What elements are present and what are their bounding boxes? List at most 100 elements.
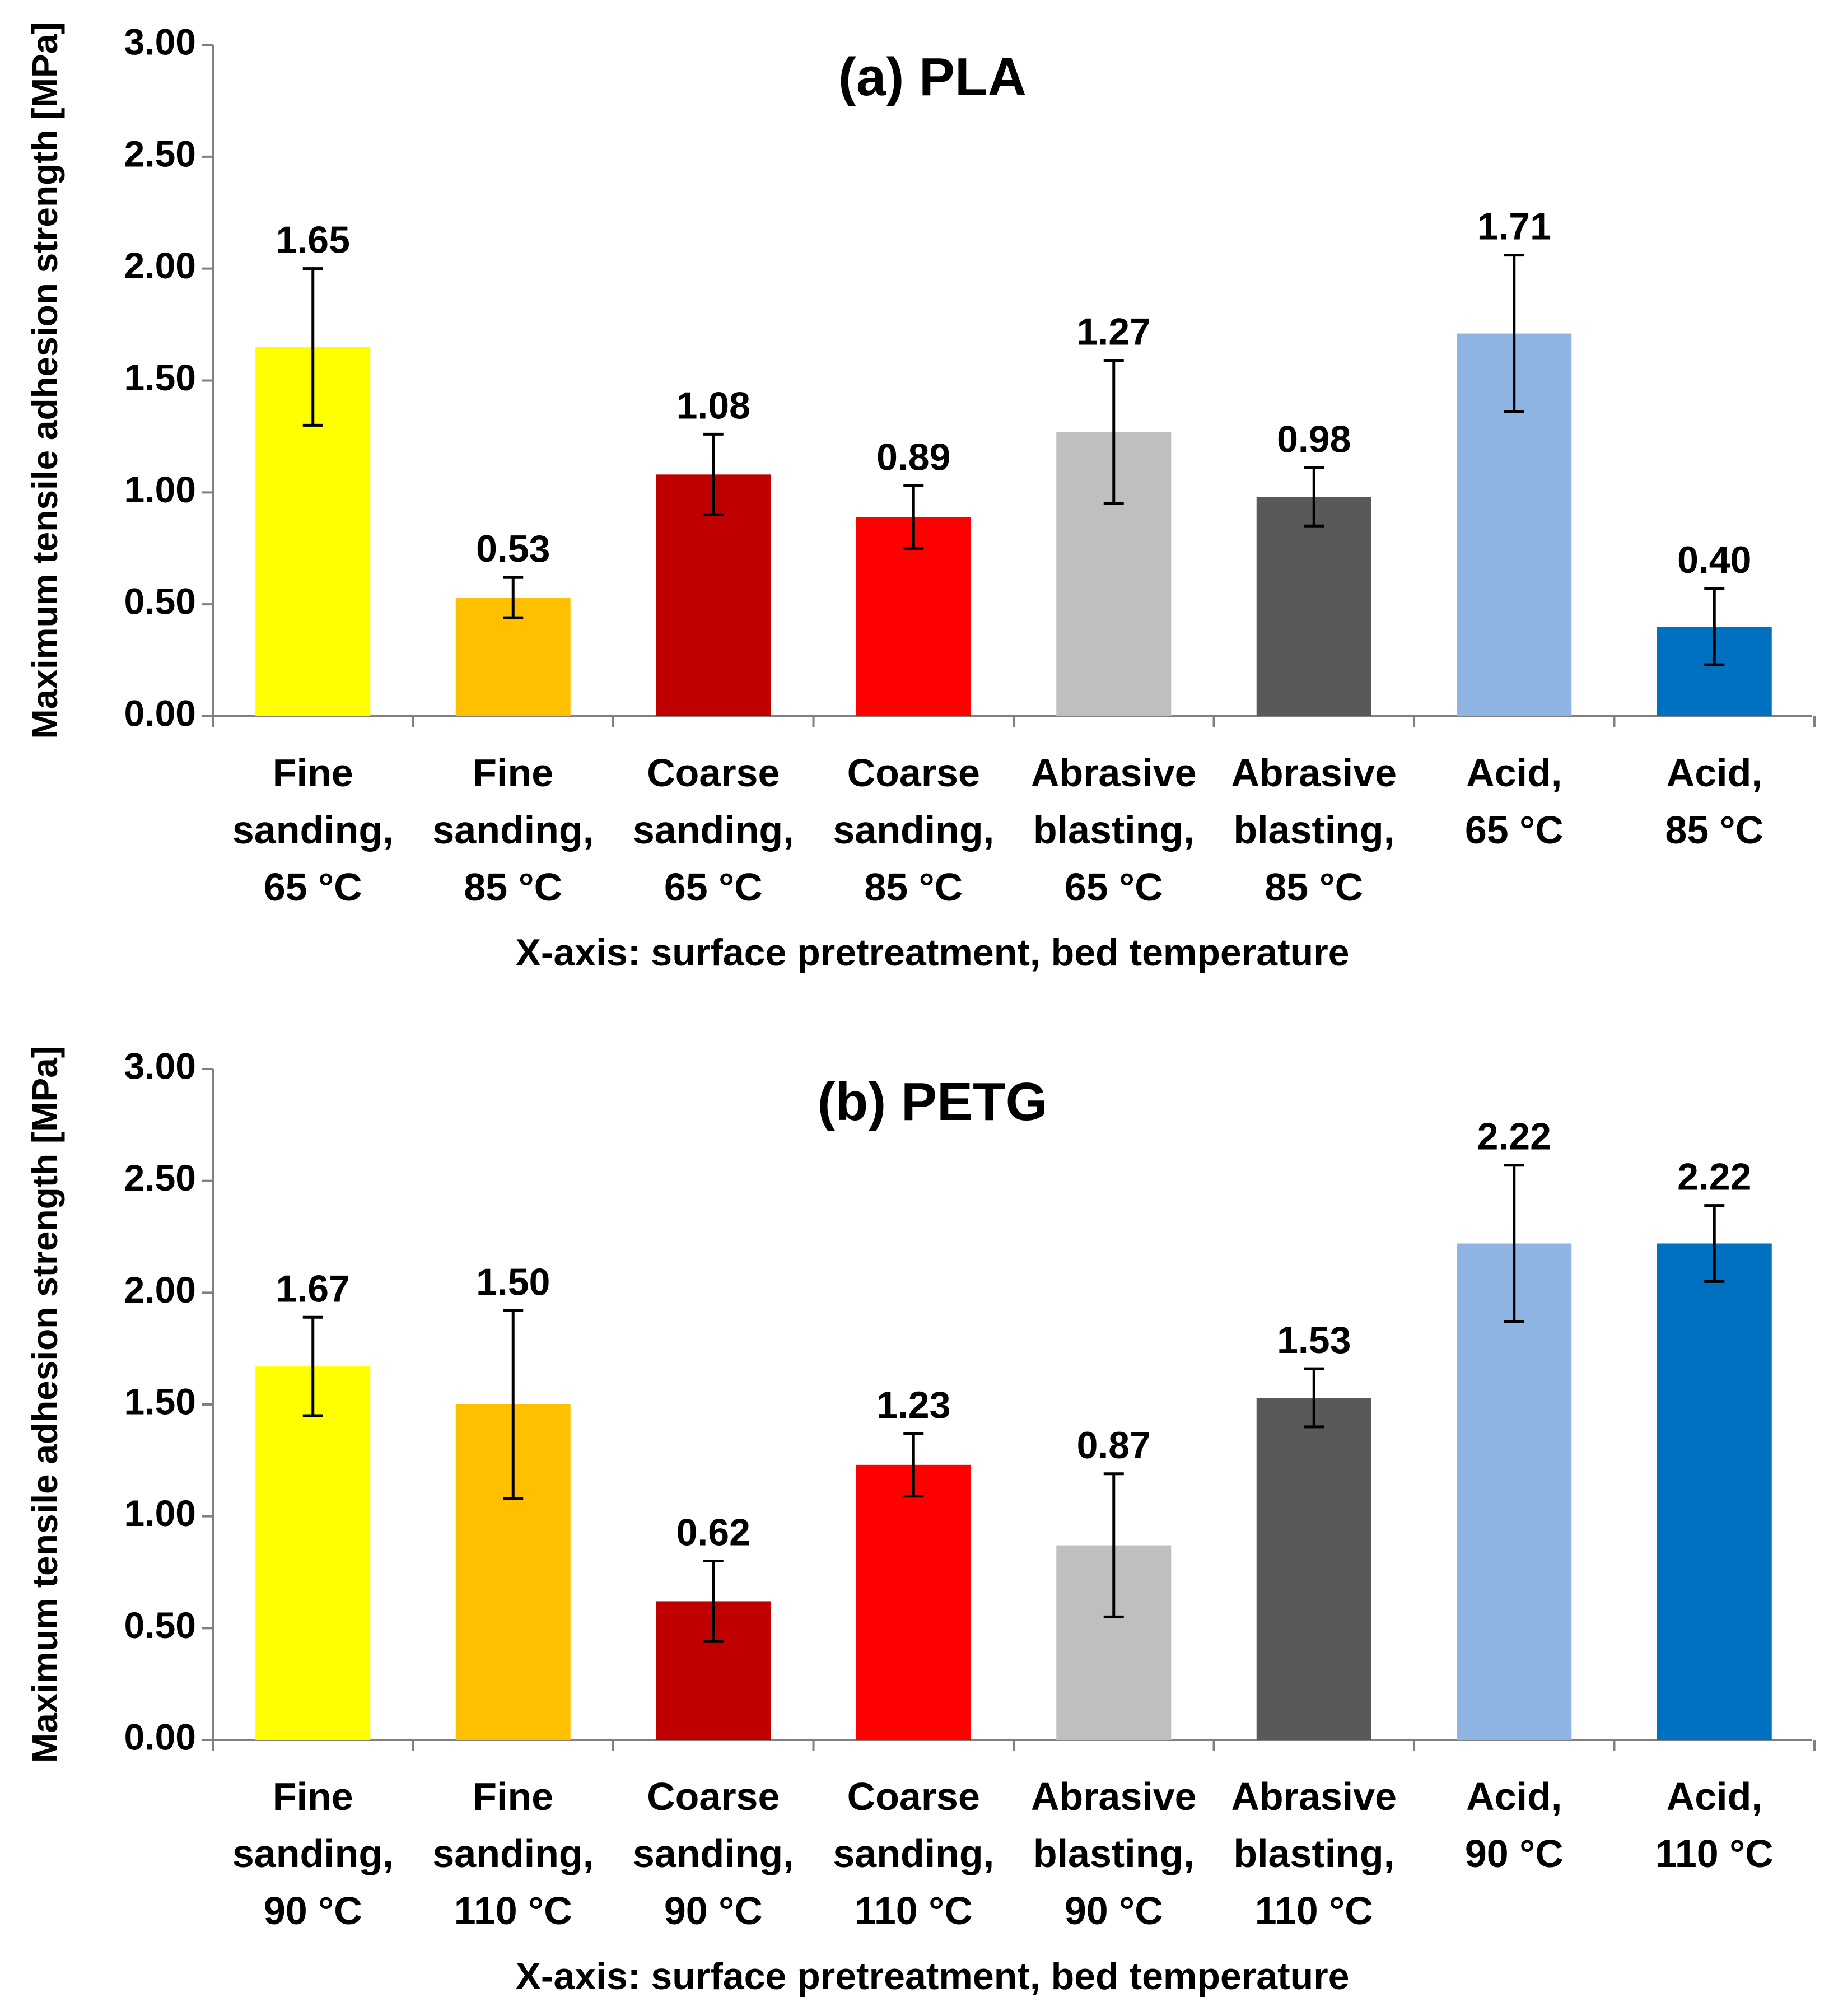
x-category-label-line: 65 °C [1465,808,1564,852]
x-category-label-line: sanding, [833,1832,994,1875]
y-tick-label: 1.00 [124,469,196,510]
x-category-label-line: blasting, [1033,808,1195,852]
x-axis-title: X-axis: surface pretreatment, bed temper… [516,1955,1350,1998]
x-category-label: Coarse sanding, 110 °C [833,1775,994,1933]
data-label: 1.53 [1277,1319,1351,1361]
x-axis-title: X-axis: surface pretreatment, bed temper… [516,931,1350,974]
x-category-label-line: 85 °C [864,865,963,909]
bar [1457,1243,1572,1740]
y-tick-label: 3.00 [124,21,196,62]
x-category-label: Coarse sanding, 90 °C [633,1775,794,1933]
chart-title: (b) PETG [818,1072,1048,1132]
y-axis-title: Maximum tensile adhesion strength [MPa] [25,22,65,739]
data-label: 1.67 [276,1267,350,1310]
x-category-label: Fine sanding, 85 °C [432,751,594,909]
x-category-label-line: 85 °C [1665,808,1763,852]
y-tick-label: 2.50 [124,133,196,174]
bar [1256,1398,1371,1740]
data-label: 1.08 [676,384,750,427]
bar [1657,1243,1772,1740]
y-axis-title: Maximum tensile adhesion strength [MPa] [25,1046,65,1763]
x-category-label-line: Coarse [647,751,780,795]
x-category-label-line: 110 °C [855,1889,973,1933]
y-tick-label: 0.50 [124,581,196,622]
x-category-label-line: 110 °C [454,1889,572,1933]
data-label: 1.71 [1477,206,1551,248]
y-tick-label: 1.50 [124,1380,196,1422]
x-category-label-line: 90 °C [1465,1832,1564,1875]
chart-title: (a) PLA [838,47,1027,107]
x-category-label: Abrasive blasting, 90 °C [1031,1775,1197,1933]
x-category-label-line: sanding, [432,808,594,852]
x-category-label-line: 90 °C [1065,1889,1163,1933]
x-category-label: Coarse sanding, 85 °C [833,751,994,909]
data-label: 1.65 [276,219,350,262]
x-category-label: Coarse sanding, 65 °C [633,751,794,909]
x-category-label: Acid, 85 °C [1665,751,1763,852]
data-label: 1.23 [876,1384,950,1426]
data-label: 2.22 [1477,1116,1551,1158]
x-category-label-line: Fine [273,1775,353,1818]
x-category-label-line: sanding, [232,1832,394,1875]
bar [255,1366,371,1740]
data-label: 0.87 [1077,1424,1151,1467]
chart-panel-petg: (b) PETG Maximum tensile adhesion strengt… [25,1045,1816,1998]
x-category-label-line: Acid, [1466,751,1562,795]
x-category-label-line: Abrasive [1231,751,1397,795]
x-category-label-line: 90 °C [664,1889,763,1933]
x-category-label: Abrasive blasting, 65 °C [1031,751,1197,909]
data-label: 0.98 [1277,418,1351,460]
x-category-label-line: blasting, [1033,1832,1195,1875]
bar [856,1464,971,1740]
x-category-label: Acid, 90 °C [1465,1775,1564,1875]
data-label: 0.40 [1677,539,1751,581]
x-category-label: Acid, 65 °C [1465,751,1564,852]
y-tick-label: 2.50 [124,1157,196,1198]
x-category-label-line: sanding, [232,808,394,852]
y-tick-label: 3.00 [124,1045,196,1086]
y-tick-label: 2.00 [124,1269,196,1310]
data-label: 0.53 [476,528,550,570]
x-category-label-line: sanding, [833,808,994,852]
x-category-label-line: Acid, [1667,751,1762,795]
x-category-label-line: Abrasive [1031,1775,1197,1818]
data-label: 0.89 [876,436,950,478]
y-tick-label: 1.50 [124,357,196,398]
x-category-label-line: sanding, [633,808,794,852]
x-category-label-line: Abrasive [1031,751,1197,795]
x-category-label-line: Coarse [647,1775,780,1818]
y-tick-label: 0.50 [124,1604,196,1646]
data-label: 0.62 [676,1511,750,1554]
x-category-label: Acid, 110 °C [1655,1775,1774,1875]
x-category-label-line: Acid, [1466,1775,1562,1818]
data-label: 1.50 [476,1261,550,1303]
x-category-label-line: Coarse [847,1775,980,1818]
x-category-label-line: 65 °C [664,865,763,909]
x-category-label: Fine sanding, 65 °C [232,751,394,909]
data-label: 2.22 [1677,1156,1751,1198]
x-category-label-line: Fine [473,751,553,795]
x-category-label-line: 110 °C [1655,1832,1774,1875]
x-category-label-line: 65 °C [264,865,362,909]
x-category-label: Abrasive blasting, 110 °C [1231,1775,1397,1933]
x-category-label-line: 110 °C [1255,1889,1373,1933]
y-tick-label: 0.00 [124,692,196,734]
y-tick-label: 0.00 [124,1716,196,1757]
x-category-label-line: sanding, [633,1832,794,1875]
x-category-label-line: 85 °C [1265,865,1363,909]
x-category-label-line: Fine [273,751,353,795]
x-category-label: Abrasive blasting, 85 °C [1231,751,1397,909]
chart-panel-pla: (a) PLA Maximum tensile adhesion strength… [25,21,1816,974]
y-tick-label: 1.00 [124,1492,196,1534]
y-tick-label: 2.00 [124,245,196,286]
x-category-label-line: sanding, [432,1832,594,1875]
x-category-label-line: Fine [473,1775,553,1818]
x-category-label: Fine sanding, 90 °C [232,1775,394,1933]
x-category-label: Fine sanding, 110 °C [432,1775,594,1933]
data-label: 1.27 [1077,311,1151,353]
x-category-label-line: Acid, [1667,1775,1762,1818]
x-category-label-line: Coarse [847,751,980,795]
bar [856,517,971,716]
x-category-label-line: blasting, [1233,1832,1394,1875]
